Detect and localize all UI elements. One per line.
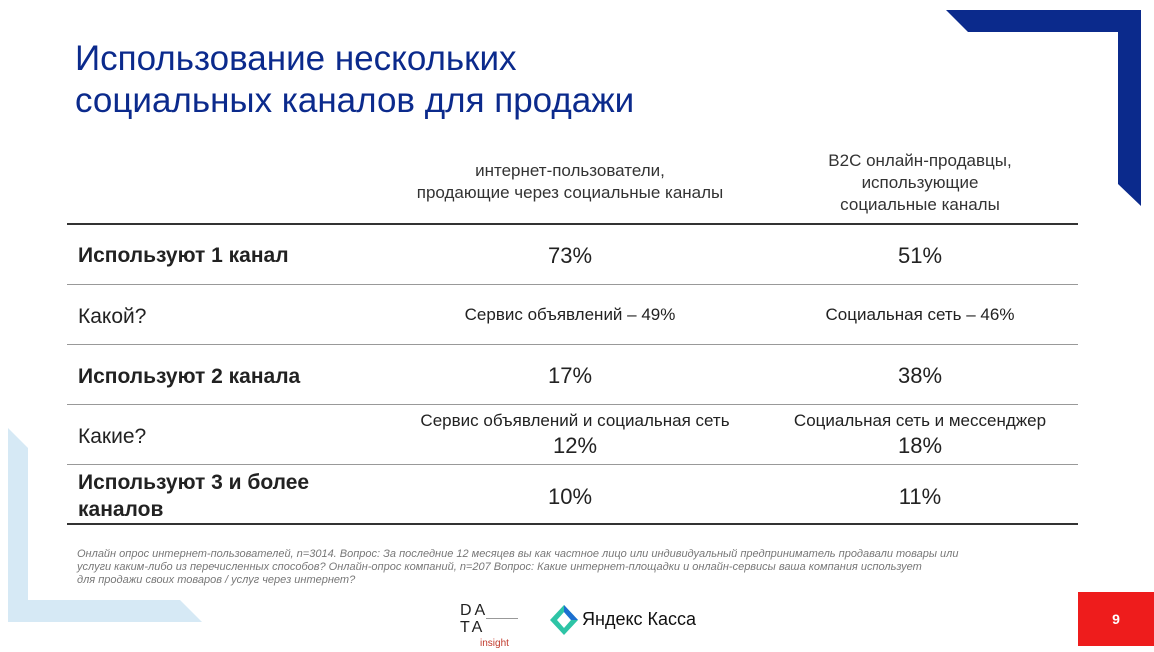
logo-divider (486, 618, 518, 619)
corner-decoration-bottom-left (8, 428, 202, 622)
table-header-divider (67, 223, 1078, 225)
row-divider (67, 344, 1078, 345)
cell-internet-users-two-channels: 17% (547, 363, 593, 388)
cell-internet-users-one-channel: 73% (547, 243, 593, 268)
row-label-which: Какой? (78, 305, 147, 328)
data-insight-logo: DA TA insight (458, 603, 520, 649)
cell-internet-users-three-plus: 10% (547, 484, 593, 509)
survey-footnote: Онлайн опрос интернет-пользователей, n=3… (77, 548, 959, 586)
row-divider (67, 404, 1078, 405)
row-divider (67, 284, 1078, 285)
corner-decoration-top-right (946, 10, 1141, 206)
title-line-2: социальных каналов для продажи (75, 81, 635, 120)
yandex-kassa-icon (550, 605, 578, 635)
cell-internet-users-which-plural: Сервис объявлений и социальная сеть 12% (420, 411, 730, 458)
title-line-1: Использование нескольких (75, 39, 517, 78)
row-label-three-plus-channels: Используют 3 и более каналов (78, 471, 310, 521)
column-header-internet-users: интернет-пользователи, продающие через с… (416, 161, 724, 202)
page-title: Использование нескольких социальных кана… (75, 38, 634, 122)
column-header-b2c-sellers: B2C онлайн-продавцы, использующие социал… (828, 151, 1012, 214)
row-divider (67, 464, 1078, 465)
cell-b2c-two-channels: 38% (897, 363, 943, 388)
cell-b2c-one-channel: 51% (897, 243, 943, 268)
row-label-which-plural: Какие? (78, 425, 147, 448)
yandex-kassa-logo: Яндекс Касса (548, 601, 696, 637)
cell-b2c-three-plus: 11% (898, 484, 942, 509)
cell-internet-users-which: Сервис объявлений – 49% (464, 305, 676, 324)
table-bottom-border (67, 523, 1078, 525)
row-label-two-channels: Используют 2 канала (78, 365, 301, 388)
cell-b2c-which-plural: Социальная сеть и мессенджер 18% (793, 411, 1047, 458)
cell-b2c-which: Социальная сеть – 46% (825, 305, 1015, 324)
page-number-badge: 9 (1078, 592, 1154, 646)
row-label-one-channel: Используют 1 канал (78, 244, 289, 267)
